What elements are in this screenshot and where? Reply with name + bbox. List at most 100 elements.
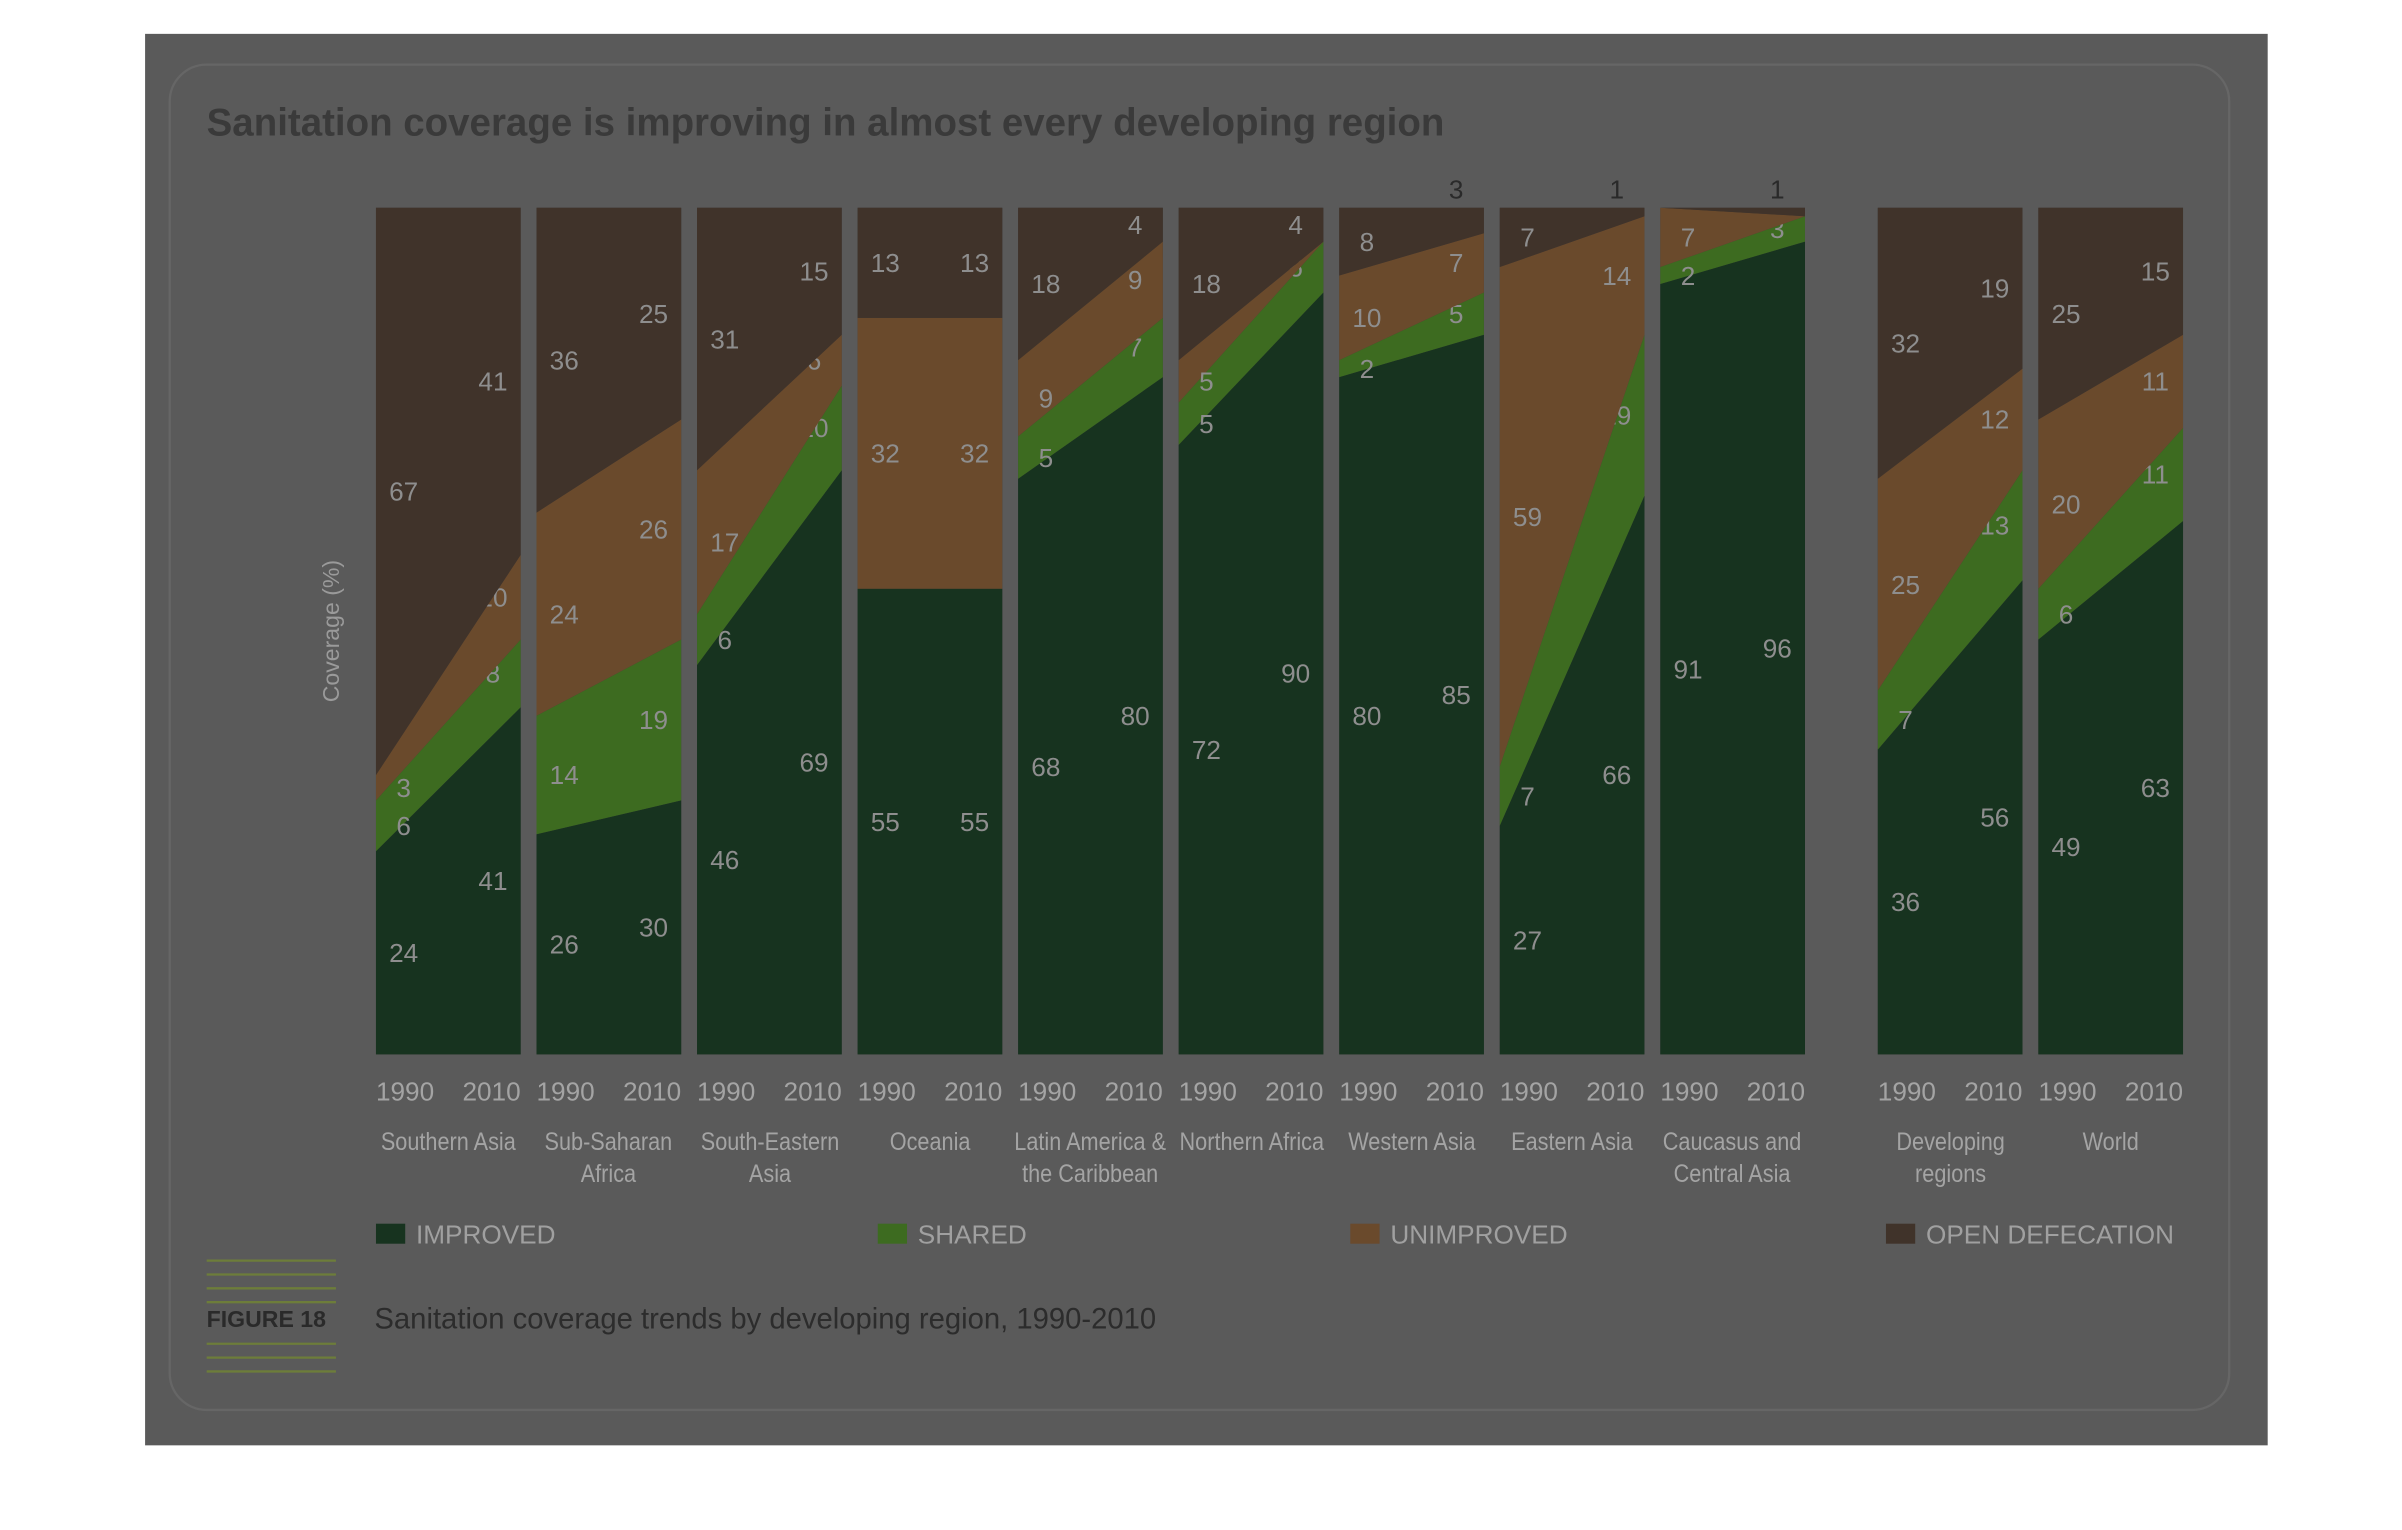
x-tick-label: 1990 [1179, 1077, 1237, 1107]
category-label: Eastern Asia [1511, 1129, 1633, 1156]
value-label: 7 [1520, 781, 1535, 811]
value-label: 2 [1360, 354, 1375, 384]
value-label: 32 [1891, 328, 1920, 358]
value-label: 80 [1352, 701, 1381, 731]
x-tick-label: 2010 [1747, 1077, 1805, 1107]
value-label: 68 [1031, 752, 1060, 782]
x-tick-label: 2010 [462, 1077, 520, 1107]
chart-title: Sanitation coverage is improving in almo… [207, 101, 1445, 144]
value-label: 6 [717, 625, 732, 655]
value-label: 55 [871, 807, 900, 837]
legend-swatch [1885, 1223, 1916, 1244]
value-label: 7 [1520, 223, 1535, 253]
category-label: World [2082, 1129, 2139, 1156]
category-label: Southern Asia [380, 1129, 516, 1156]
area-segment [1877, 580, 2023, 1055]
area-segment [375, 707, 521, 1055]
category-label: Western Asia [1347, 1129, 1476, 1156]
area-segment [1339, 292, 1484, 378]
area-segment [1660, 241, 1805, 1055]
value-label: 36 [550, 345, 579, 375]
value-label: 10 [1352, 303, 1381, 333]
category-label-box: South-Eastern Asia [700, 1129, 839, 1189]
area-segment [857, 588, 1003, 1055]
x-tick-label: 2010 [784, 1077, 842, 1107]
value-label: 17 [710, 527, 739, 557]
area-segment [1660, 216, 1805, 284]
area-segment [1178, 207, 1324, 361]
area-segment [1499, 334, 1645, 826]
legend-label: OPEN DEFECATION [1926, 1220, 2174, 1250]
value-label: 4 [1288, 210, 1303, 240]
area-segment [536, 639, 682, 835]
value-label: 59 [1513, 502, 1542, 532]
category-label: Oceania [889, 1129, 971, 1156]
legend-label: UNIMPROVED [1390, 1220, 1567, 1250]
x-tick-label: 1990 [1339, 1077, 1397, 1107]
value-label: 32 [871, 439, 900, 469]
category-label-box: Northern Africa [1179, 1130, 1324, 1156]
area-segment [536, 207, 682, 513]
x-tick-label: 1990 [1878, 1077, 1936, 1107]
x-tick-label: 1990 [858, 1077, 916, 1107]
category-label-box: Sub-Saharan Africa [544, 1129, 673, 1189]
area-segment [697, 385, 842, 665]
value-label: 25 [639, 299, 668, 329]
value-label: 56 [1980, 803, 2009, 833]
area-segment [375, 639, 521, 852]
category-label: Sub-Saharan Africa [544, 1129, 673, 1189]
x-tick-label: 2010 [1265, 1077, 1323, 1107]
area-segment [375, 207, 521, 776]
value-label: 96 [1763, 633, 1792, 663]
value-label: 25 [1891, 570, 1920, 600]
x-tick-label: 1990 [2038, 1077, 2096, 1107]
value-label: 24 [389, 938, 418, 968]
legend-swatch [1350, 1223, 1380, 1244]
area-segment [536, 800, 682, 1055]
value-label: 13 [960, 248, 989, 278]
value-label: 41 [478, 866, 507, 896]
figure-label: FIGURE 18 [207, 1306, 326, 1332]
value-label: 67 [389, 477, 418, 507]
value-label: 19 [1980, 273, 2009, 303]
area-segment [697, 207, 842, 471]
category-label-box: Oceania [889, 1129, 971, 1156]
value-label: 66 [1602, 760, 1631, 790]
area-segment [375, 554, 521, 801]
x-tick-label: 2010 [944, 1077, 1002, 1107]
category-label-box: Southern Asia [380, 1129, 516, 1156]
value-label: 32 [960, 439, 989, 469]
legend-swatch [375, 1223, 406, 1244]
category-label-box: Latin America & the Caribbean [1015, 1130, 1167, 1188]
value-label: 26 [550, 930, 579, 960]
area-segment [1018, 241, 1163, 437]
value-label: 63 [2141, 773, 2170, 803]
value-label: 91 [1673, 654, 1702, 684]
value-label: 5 [1199, 367, 1214, 397]
frame [168, 63, 2231, 1412]
x-tick-label: 2010 [1964, 1077, 2022, 1107]
legend-label: SHARED [918, 1220, 1027, 1250]
legend-swatch [877, 1223, 908, 1244]
value-label: 15 [799, 257, 828, 287]
category-label-box: Developing regions [1896, 1130, 2004, 1188]
value-label: 18 [1031, 269, 1060, 299]
x-tick-label: 2010 [2125, 1077, 2183, 1107]
caption: Sanitation coverage trends by developing… [374, 1303, 1156, 1335]
value-label: 5 [1199, 409, 1214, 439]
x-tick-label: 2010 [1426, 1077, 1484, 1107]
x-tick-label: 2010 [1105, 1077, 1163, 1107]
value-label: 14 [1602, 261, 1631, 291]
value-label: 7 [1898, 705, 1913, 735]
legend-label: IMPROVED [416, 1220, 556, 1250]
category-label-box: Eastern Asia [1511, 1129, 1633, 1156]
value-label: 11 [2142, 367, 2169, 397]
value-label: 31 [710, 324, 739, 354]
value-label: 3 [1449, 175, 1464, 205]
category-label: South-Eastern Asia [700, 1129, 839, 1189]
category-label-box: World [2082, 1129, 2139, 1156]
value-label: 49 [2052, 832, 2081, 862]
x-tick-label: 2010 [1586, 1077, 1644, 1107]
value-label: 90 [1281, 659, 1310, 689]
